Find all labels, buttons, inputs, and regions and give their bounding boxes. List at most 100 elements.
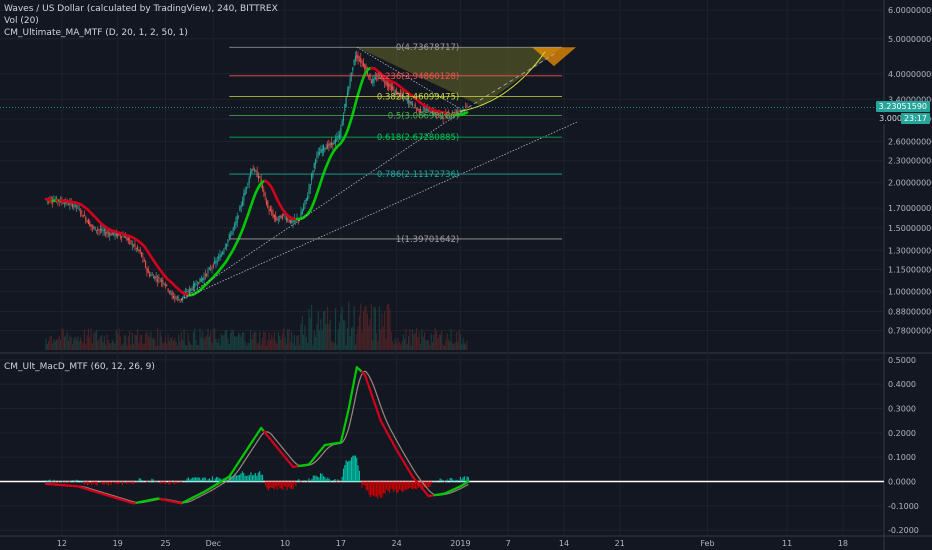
macd-signal-segment: [330, 444, 333, 447]
candle-body: [111, 233, 113, 236]
candle-body: [373, 77, 375, 83]
candle-body: [288, 220, 290, 222]
candle-body: [337, 135, 339, 138]
macd-histogram-bar: [384, 481, 386, 494]
volume-bar: [332, 341, 334, 350]
volume-bar: [396, 343, 398, 350]
macd-histogram-bar: [385, 481, 388, 490]
volume-legend[interactable]: Vol (20): [4, 16, 39, 26]
volume-bar: [206, 335, 208, 350]
candle-body: [336, 136, 338, 141]
macd-signal-segment: [250, 448, 253, 452]
fib-label: 1(1.39701642): [396, 235, 459, 245]
macd-histogram-bar: [175, 481, 177, 484]
time-axis[interactable]: 12 19 25 Dec 10 17 24 2019 7 14 21 Feb 11 18: [57, 539, 848, 548]
volume-bar: [101, 335, 103, 350]
volume-bar: [441, 330, 443, 350]
macd-signal-segment: [217, 485, 220, 488]
macd-histogram-bar: [96, 481, 98, 486]
volume-bar: [323, 311, 325, 350]
macd-histogram-bar: [109, 481, 111, 483]
candle-body: [141, 252, 143, 257]
volume-bar: [422, 336, 424, 350]
macd-histogram-bar: [337, 479, 339, 482]
macd-histogram-bar: [378, 481, 380, 496]
macd-histogram-bar: [260, 474, 262, 482]
volume-bar: [139, 335, 141, 350]
macd-signal-segment: [253, 444, 256, 448]
candle-body: [228, 234, 230, 238]
candle-body: [156, 279, 159, 282]
macd-histogram-bar: [467, 477, 469, 482]
volume-bar: [450, 329, 452, 350]
volume-bar: [257, 342, 260, 350]
macd-signal-segment: [365, 371, 369, 375]
volume-bar: [317, 310, 319, 350]
candle-body: [212, 264, 214, 268]
candle-body: [167, 288, 169, 291]
macd-signal-segment: [279, 444, 282, 447]
macd-histogram-bar: [106, 481, 108, 485]
volume-bar: [410, 345, 412, 350]
price-tick-label: 1.00000000: [888, 287, 932, 296]
ma-study-legend[interactable]: CM_Ultimate_MA_MTF (D, 20, 1, 2, 50, 1): [4, 28, 188, 38]
macd-histogram-bar: [201, 477, 204, 482]
candle-body: [386, 82, 388, 86]
macd-histogram-bar: [46, 480, 48, 482]
macd-histogram-bar: [124, 480, 126, 482]
macd-histogram-bar: [371, 481, 373, 496]
macd-signal-segment: [367, 373, 370, 377]
macd-signal-segment: [288, 455, 291, 458]
candle-body: [178, 299, 180, 301]
macd-signal-segment: [214, 486, 217, 489]
volume-bar: [365, 306, 367, 350]
volume-bar: [385, 338, 387, 350]
volume-bar: [83, 330, 86, 350]
candle-body: [332, 142, 334, 146]
macd-study-legend[interactable]: CM_Ult_MacD_MTF (60, 12, 26, 9): [4, 362, 155, 372]
candle-body: [239, 206, 241, 212]
macd-histogram-bar: [199, 477, 201, 482]
macd-signal-segment: [409, 462, 412, 466]
price-tick-label: 3.40000000: [888, 95, 932, 104]
candle-body: [109, 234, 111, 236]
macd-histogram-bar: [244, 475, 246, 482]
time-tick-label: 17: [336, 539, 346, 548]
candle-body: [455, 111, 457, 114]
macd-histogram-bar: [95, 481, 97, 485]
volume-bar: [248, 342, 250, 350]
candle-body: [462, 109, 464, 111]
volume-bar: [324, 310, 326, 350]
candle-body: [194, 283, 196, 288]
macd-axis[interactable]: 0.5000 0.4000 0.3000 0.2000 0.1000 0.0000 -0.1…: [888, 356, 919, 535]
volume-bar: [192, 332, 194, 350]
volume-bar: [194, 328, 196, 350]
volume-bar: [426, 339, 428, 350]
candle-body: [369, 73, 371, 80]
volume-bar: [408, 336, 410, 350]
volume-bar: [202, 331, 204, 350]
macd-signal-segment: [276, 440, 279, 444]
macd-histogram-bar: [311, 479, 313, 482]
volume-bar: [431, 342, 434, 350]
volume-bar: [311, 304, 313, 350]
candle-body: [402, 94, 404, 97]
candle-body: [226, 243, 228, 248]
volume-bar: [126, 345, 128, 350]
volume-bar: [99, 336, 101, 350]
macd-signal-segment: [356, 385, 359, 392]
macd-histogram-bar: [155, 481, 157, 483]
macd-histogram-bar: [257, 472, 259, 482]
volume-bar: [401, 341, 403, 350]
volume-bar: [61, 328, 63, 350]
volume-bar: [357, 325, 359, 350]
time-tick-label: 19: [113, 539, 123, 548]
macd-signal-segment: [372, 385, 376, 390]
volume-bar: [321, 329, 323, 350]
volume-bar: [297, 334, 299, 350]
macd-signal-segment: [196, 496, 199, 499]
macd-histogram-bar: [440, 479, 443, 482]
candle-body: [272, 213, 274, 218]
symbol-legend[interactable]: Waves / US Dollar (calculated by Trading…: [4, 4, 278, 14]
